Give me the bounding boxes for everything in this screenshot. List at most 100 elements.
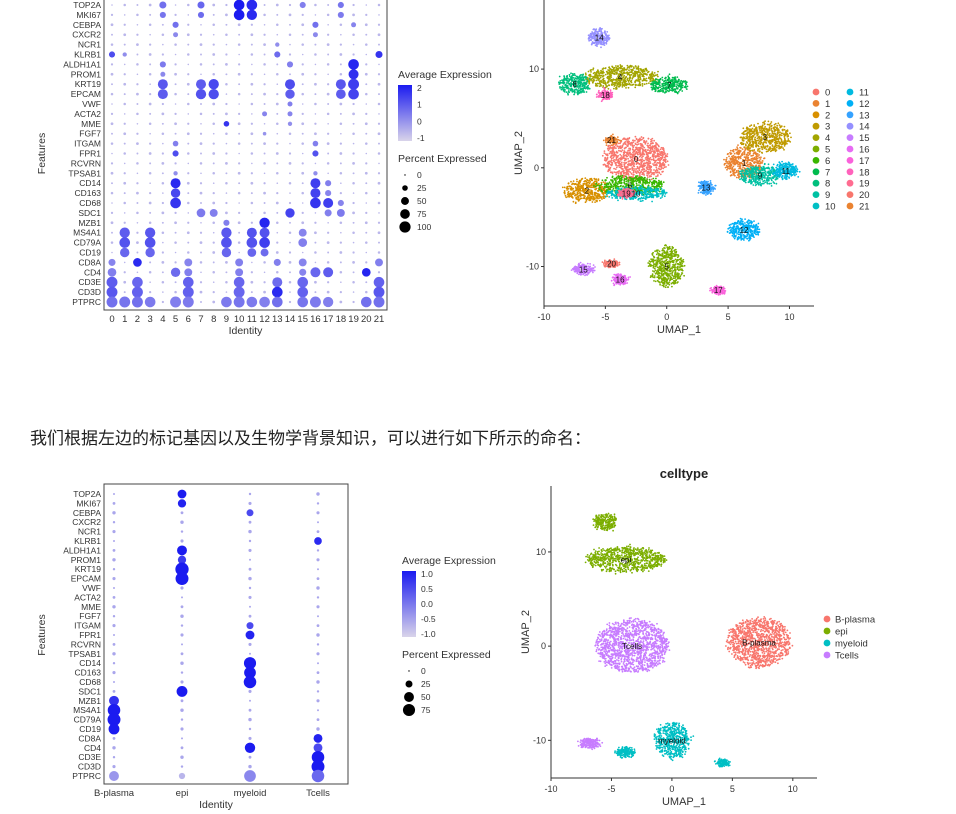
umap-point xyxy=(587,185,590,188)
umap-point xyxy=(658,90,661,92)
dot-mark xyxy=(212,23,215,27)
umap-point xyxy=(673,279,675,282)
umap-point xyxy=(789,132,791,135)
umap-point xyxy=(658,268,661,271)
dot-mark xyxy=(364,171,368,175)
umap-point xyxy=(654,264,657,266)
umap-point xyxy=(762,128,765,131)
umap-point xyxy=(613,87,615,90)
dot-mark xyxy=(365,103,368,105)
umap-point xyxy=(622,168,624,170)
umap-point xyxy=(671,76,674,79)
dot-mark xyxy=(136,211,139,215)
identity-tick-label: 7 xyxy=(198,314,203,325)
umap-point xyxy=(581,177,584,180)
dot-mark xyxy=(136,112,139,116)
dot-mark xyxy=(263,290,266,294)
umap-point xyxy=(638,176,641,179)
dot-mark xyxy=(136,231,139,234)
dot-mark xyxy=(287,121,293,126)
umap-point xyxy=(630,73,633,76)
umap-point xyxy=(760,126,762,128)
umap-point xyxy=(743,152,746,155)
dot-mark xyxy=(200,152,202,155)
umap-point xyxy=(630,172,633,175)
umap-point xyxy=(650,260,653,263)
umap-point xyxy=(611,72,614,75)
umap-point xyxy=(592,68,594,71)
feature-tick-label: PROM1 xyxy=(71,69,102,79)
umap-point xyxy=(563,190,566,192)
dot-mark xyxy=(174,241,177,244)
umap-point xyxy=(607,75,610,78)
color-legend-tick: 2 xyxy=(417,83,422,93)
dot-mark xyxy=(149,162,152,165)
dot-mark xyxy=(172,140,179,147)
dot-mark xyxy=(238,211,241,215)
umap-point xyxy=(641,85,644,87)
umap-point xyxy=(581,187,584,190)
dot-mark xyxy=(225,172,228,175)
umap-point xyxy=(727,152,729,155)
identity-tick-label: 8 xyxy=(211,314,216,325)
umap-point xyxy=(586,185,589,188)
dot-mark xyxy=(187,172,190,175)
umap-point xyxy=(591,201,594,203)
umap-point xyxy=(636,148,639,151)
umap-point xyxy=(636,167,639,170)
umap-point xyxy=(732,174,735,176)
dot-mark xyxy=(200,172,202,175)
umap-point xyxy=(650,77,653,80)
size-legend-tick: 25 xyxy=(417,183,427,193)
umap-point xyxy=(596,82,599,85)
umap-point xyxy=(652,155,655,157)
dot-mark xyxy=(314,43,317,46)
umap-point xyxy=(645,82,648,85)
umap-point xyxy=(651,185,653,188)
dot-mark xyxy=(288,261,292,264)
dot-mark xyxy=(225,112,228,116)
umap-point xyxy=(764,141,766,144)
dot-mark xyxy=(225,43,228,46)
dot-mark xyxy=(323,197,334,209)
dot-mark xyxy=(237,72,241,76)
umap-point xyxy=(626,73,629,76)
dot-mark xyxy=(111,33,113,36)
dot-mark xyxy=(110,72,114,76)
dot-mark xyxy=(187,212,190,214)
umap-point xyxy=(774,144,777,147)
umap-point xyxy=(643,159,645,162)
dot-mark xyxy=(263,103,266,105)
umap-point xyxy=(619,81,622,83)
umap-point xyxy=(637,171,639,173)
umap-point xyxy=(615,86,617,89)
umap-point xyxy=(632,174,635,176)
umap-point xyxy=(657,174,659,176)
dot-mark xyxy=(237,92,241,96)
umap-point xyxy=(628,83,630,86)
umap-point xyxy=(778,134,781,137)
umap-point xyxy=(609,188,611,191)
umap-point xyxy=(612,156,615,159)
cluster-dotplot: TOP2AMKI67CEBPACXCR2NCR1KLRB1ALDH1A1PROM… xyxy=(36,0,492,337)
dot-mark xyxy=(322,296,334,308)
feature-tick-label: ALDH1A1 xyxy=(63,59,101,69)
umap-point xyxy=(736,174,739,177)
umap-point xyxy=(725,160,727,163)
umap-point xyxy=(733,152,736,155)
umap-point xyxy=(618,170,621,172)
umap-point xyxy=(758,128,761,130)
umap-point xyxy=(622,170,624,173)
umap-point xyxy=(743,146,746,149)
dot-mark xyxy=(174,162,177,165)
umap-point xyxy=(622,153,625,156)
dot-mark xyxy=(301,103,304,105)
dot-mark xyxy=(288,181,292,185)
dot-mark xyxy=(162,43,164,46)
umap-point xyxy=(664,84,666,87)
feature-tick-label: TPSAB1 xyxy=(68,168,101,178)
color-legend-tick: 1 xyxy=(417,100,422,110)
umap-point xyxy=(661,264,664,267)
dot-mark xyxy=(377,102,381,106)
umap-point xyxy=(603,152,606,155)
